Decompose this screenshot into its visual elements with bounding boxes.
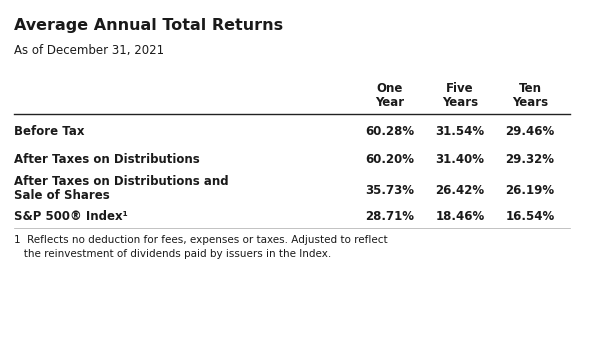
Text: After Taxes on Distributions: After Taxes on Distributions	[14, 153, 200, 166]
Text: Before Tax: Before Tax	[14, 125, 85, 138]
Text: 29.32%: 29.32%	[505, 153, 554, 166]
Text: 29.46%: 29.46%	[505, 125, 554, 138]
Text: After Taxes on Distributions and: After Taxes on Distributions and	[14, 175, 229, 188]
Text: 26.42%: 26.42%	[436, 184, 485, 197]
Text: Average Annual Total Returns: Average Annual Total Returns	[14, 18, 283, 33]
Text: 18.46%: 18.46%	[436, 210, 485, 223]
Text: 16.54%: 16.54%	[505, 210, 554, 223]
Text: Five: Five	[446, 82, 474, 95]
Text: 26.19%: 26.19%	[505, 184, 554, 197]
Text: 1  Reflects no deduction for fees, expenses or taxes. Adjusted to reflect: 1 Reflects no deduction for fees, expens…	[14, 235, 388, 245]
Text: As of December 31, 2021: As of December 31, 2021	[14, 44, 164, 57]
Text: 60.28%: 60.28%	[365, 125, 415, 138]
Text: the reinvestment of dividends paid by issuers in the Index.: the reinvestment of dividends paid by is…	[14, 249, 331, 259]
Text: 35.73%: 35.73%	[365, 184, 415, 197]
Text: 28.71%: 28.71%	[365, 210, 415, 223]
Text: Ten: Ten	[518, 82, 542, 95]
Text: 31.54%: 31.54%	[436, 125, 485, 138]
Text: Years: Years	[512, 96, 548, 109]
Text: 31.40%: 31.40%	[436, 153, 485, 166]
Text: Sale of Shares: Sale of Shares	[14, 189, 110, 202]
Text: Years: Years	[442, 96, 478, 109]
Text: 60.20%: 60.20%	[365, 153, 415, 166]
Text: Year: Year	[376, 96, 404, 109]
Text: One: One	[377, 82, 403, 95]
Text: S&P 500® Index¹: S&P 500® Index¹	[14, 210, 128, 223]
